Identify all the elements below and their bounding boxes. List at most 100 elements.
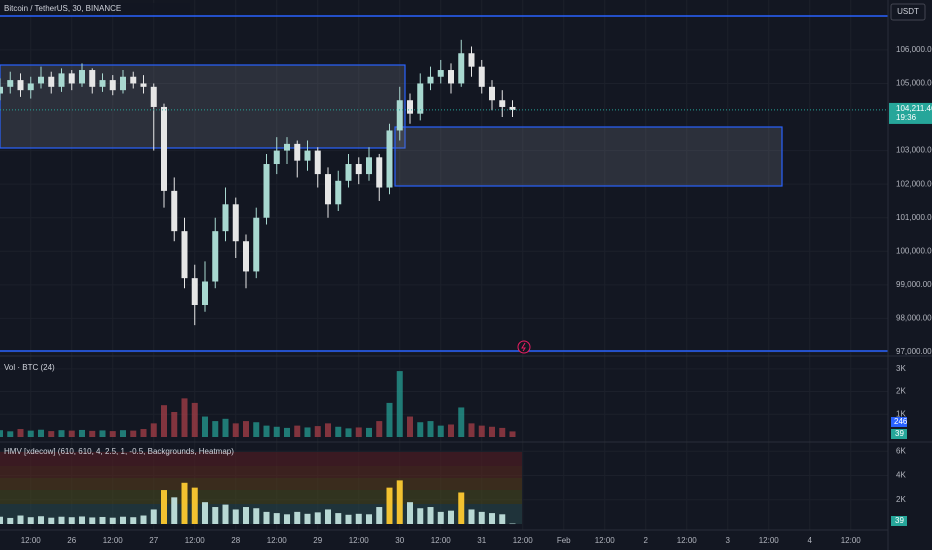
x-tick-label: 12:00 bbox=[431, 536, 452, 545]
candle-body bbox=[99, 80, 106, 87]
volume-bar bbox=[489, 426, 495, 437]
volume-bar bbox=[366, 427, 372, 437]
candle-body bbox=[120, 76, 126, 91]
volume-bar bbox=[130, 430, 137, 437]
volume-bar bbox=[284, 427, 290, 437]
candle-body bbox=[232, 204, 239, 242]
volume-bar bbox=[109, 517, 116, 524]
volume-bar bbox=[468, 423, 475, 437]
volume-bar bbox=[407, 502, 413, 524]
x-tick-label: 28 bbox=[231, 536, 240, 545]
volume-bar bbox=[191, 402, 198, 437]
volume-bar bbox=[212, 421, 219, 437]
volume-bar bbox=[448, 424, 454, 437]
volume-bar bbox=[120, 516, 126, 524]
candle-body bbox=[48, 76, 55, 87]
candle-body bbox=[150, 86, 157, 107]
volume-bar bbox=[140, 429, 147, 437]
volume-bar bbox=[89, 430, 96, 437]
candle-body bbox=[325, 174, 331, 205]
volume-bar bbox=[58, 430, 65, 437]
volume-bar bbox=[325, 423, 331, 437]
volume-bar bbox=[109, 431, 116, 437]
volume-bar bbox=[181, 398, 188, 437]
volume-bar bbox=[273, 426, 280, 437]
candle-body bbox=[202, 281, 208, 306]
alert-icon-bolt bbox=[521, 342, 526, 352]
x-tick-label: 12:00 bbox=[677, 536, 698, 545]
volume-bar bbox=[509, 431, 516, 437]
volume-bar bbox=[509, 523, 516, 525]
candle-body bbox=[89, 70, 96, 87]
x-tick-label: Feb bbox=[557, 536, 571, 545]
y-tick-label: 102,000.00 bbox=[896, 179, 932, 188]
volume-bar bbox=[99, 516, 106, 524]
volume-bar bbox=[345, 514, 352, 524]
candle-body bbox=[140, 83, 147, 87]
x-tick-label: 12:00 bbox=[595, 536, 616, 545]
y-tick-label: 105,000.00 bbox=[896, 79, 932, 88]
candle-body bbox=[161, 106, 167, 191]
candle-body bbox=[253, 217, 260, 272]
volume-bar bbox=[407, 416, 413, 437]
candle-body bbox=[243, 241, 249, 272]
volume-bar bbox=[417, 422, 424, 437]
volume-bar bbox=[38, 429, 44, 437]
axis-labels: 12:00 26 12:00 27 12:00 28 12:00 29 12:00 30 12:00… bbox=[21, 45, 932, 545]
y-tick-label: 3K bbox=[896, 364, 906, 373]
volume-bar bbox=[263, 425, 270, 437]
candle-body bbox=[171, 190, 178, 232]
candle-body bbox=[355, 164, 362, 175]
volume-bar bbox=[314, 512, 321, 524]
volume-bar bbox=[68, 430, 75, 437]
volume-bar bbox=[171, 412, 178, 437]
volume-bar bbox=[386, 402, 393, 437]
x-tick-label: 12:00 bbox=[349, 536, 370, 545]
alert-icon[interactable] bbox=[517, 340, 531, 354]
volume-bar bbox=[7, 517, 14, 524]
candle-body bbox=[181, 231, 188, 279]
volume-bar bbox=[314, 426, 321, 437]
volume-bar bbox=[448, 510, 454, 524]
candle-body bbox=[386, 130, 393, 188]
y-tick-label: 103,000.00 bbox=[896, 146, 932, 155]
candle-body bbox=[273, 150, 280, 165]
volume-bar bbox=[68, 517, 75, 524]
y-tick-label: 100,000.00 bbox=[896, 246, 932, 255]
x-tick-label: 4 bbox=[808, 536, 813, 545]
y-tick-label: 6K bbox=[896, 446, 906, 455]
candle-body bbox=[314, 150, 321, 175]
last-value-label: 39 bbox=[895, 516, 904, 525]
candle-body bbox=[345, 164, 352, 181]
candle-body bbox=[417, 83, 424, 114]
currency-button[interactable] bbox=[890, 3, 926, 21]
candle-body bbox=[335, 180, 342, 205]
marks bbox=[0, 39, 888, 525]
volume-bar bbox=[335, 426, 342, 437]
last-price-label: 104,211.46 bbox=[896, 104, 932, 113]
candle-body bbox=[58, 73, 65, 87]
candle-body bbox=[509, 106, 516, 110]
x-tick-label: 31 bbox=[477, 536, 486, 545]
x-tick-label: 12:00 bbox=[185, 536, 206, 545]
volume-bar bbox=[202, 416, 208, 437]
y-tick-label: 99,000.00 bbox=[896, 280, 932, 289]
y-tick-label: 4K bbox=[896, 471, 906, 480]
volume-bar bbox=[130, 517, 137, 524]
volume-bar bbox=[120, 430, 126, 437]
volume-bar bbox=[38, 516, 44, 524]
x-tick-label: 2 bbox=[644, 536, 649, 545]
candle-body bbox=[109, 80, 116, 91]
volume-bar bbox=[202, 502, 208, 524]
volume-bar bbox=[232, 423, 239, 437]
candle-body bbox=[458, 53, 465, 84]
y-tick-label: 101,000.00 bbox=[896, 213, 932, 222]
volume-bar bbox=[468, 509, 475, 524]
y-tick-label: 2K bbox=[896, 387, 906, 396]
volume-bar bbox=[17, 429, 24, 437]
volume-bar bbox=[396, 371, 403, 437]
y-tick-label: 97,000.00 bbox=[896, 347, 932, 356]
volume-bar bbox=[191, 487, 198, 524]
candle-body bbox=[468, 53, 475, 67]
